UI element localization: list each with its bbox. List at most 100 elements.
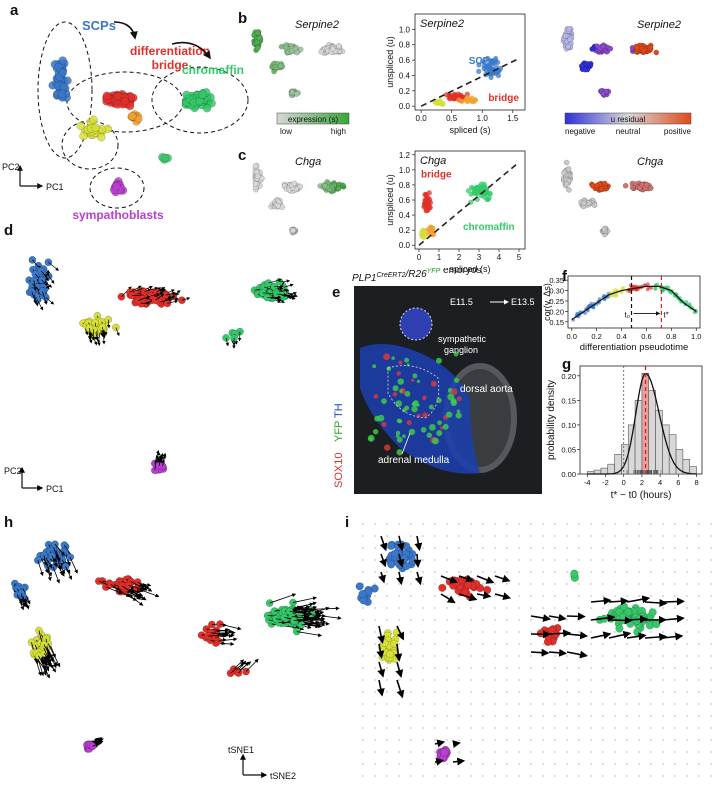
velocity-arrow	[218, 637, 238, 642]
grid-dot	[638, 727, 640, 729]
grid-dot	[614, 739, 616, 741]
grid-velocity-arrow	[644, 598, 668, 607]
panel-letter-e: e	[332, 284, 341, 301]
grid-dot	[662, 727, 664, 729]
grid-cell	[355, 582, 364, 591]
grid-dot	[674, 631, 676, 633]
scatter-point	[420, 227, 426, 233]
grid-dot	[470, 679, 472, 681]
expression-cell	[294, 49, 300, 56]
grid-dot	[530, 523, 532, 525]
grid-dot	[506, 739, 508, 741]
label-bridge: bridge	[152, 58, 189, 72]
grid-dot	[710, 775, 712, 777]
grid-dot	[494, 763, 496, 765]
grid-dot	[626, 583, 628, 585]
expression-cell	[289, 89, 296, 96]
grid-dot	[638, 643, 640, 645]
grid-dot	[374, 547, 376, 549]
grid-dot	[674, 523, 676, 525]
grid-dot	[494, 643, 496, 645]
grid-dot	[614, 631, 616, 633]
residual-legend-positive: positive	[664, 127, 692, 136]
histogram-bar	[621, 444, 629, 475]
grid-cell	[408, 556, 417, 565]
velocity-arrow	[41, 279, 50, 290]
velocity-arrow	[225, 337, 230, 347]
grid-dot	[458, 679, 460, 681]
x-tick-label: -2	[602, 478, 609, 487]
panel-b-plots: Serpine2 expression (s) low high 0.0 0.5 1.0 1.…	[251, 13, 692, 136]
grid-velocity-arrow	[566, 631, 589, 640]
residual-colorbar	[564, 112, 692, 125]
grid-dot	[590, 703, 592, 705]
grid-dot	[530, 583, 532, 585]
grid-dot	[602, 643, 604, 645]
grid-dot	[626, 715, 628, 717]
grid-dot	[602, 763, 604, 765]
grid-dot	[530, 643, 532, 645]
grid-dot	[710, 535, 712, 537]
grid-dot	[470, 727, 472, 729]
expression-cell	[335, 185, 342, 192]
velocity-arrow	[31, 291, 37, 304]
grid-cell	[438, 583, 447, 592]
grid-dot	[590, 679, 592, 681]
x-tick-label: 0.0	[567, 332, 577, 341]
grid-dot	[482, 715, 484, 717]
grid-dot	[698, 715, 700, 717]
grid-dot	[470, 739, 472, 741]
velocity-arrow	[46, 646, 58, 667]
grid-dot	[542, 559, 544, 561]
stain-label-sox10: SOX10	[333, 453, 345, 488]
velocity-arrow	[38, 655, 50, 679]
grid-dot	[650, 691, 652, 693]
axis-label-pc2: PC2	[4, 466, 22, 476]
grid-dot	[458, 523, 460, 525]
grid-dot	[458, 631, 460, 633]
y-tick-label: 0.4	[399, 211, 411, 220]
grid-velocity-arrow	[395, 661, 404, 678]
scatter-annotation: SCPs	[469, 56, 496, 67]
pseudotime-point	[645, 287, 650, 292]
pseudotime-point	[649, 286, 654, 290]
grid-velocity-arrow	[377, 661, 386, 678]
grid-dot	[698, 571, 700, 573]
velocity-arrow	[22, 595, 28, 608]
velocity-arrow	[292, 596, 317, 603]
grid-dot	[386, 523, 388, 525]
expression-cell	[252, 163, 259, 169]
yellow-cell	[91, 123, 100, 132]
y-tick-label: 0.8	[399, 181, 411, 190]
grid-dot	[482, 535, 484, 537]
fluorescence-spot	[384, 444, 391, 451]
grid-velocity-arrow	[452, 757, 466, 766]
grid-dot	[602, 535, 604, 537]
grid-dot	[674, 763, 676, 765]
scatter-point	[450, 96, 457, 102]
residual-legend-negative: negative	[565, 127, 596, 136]
grid-dot	[434, 547, 436, 549]
residual-legend-neutral: neutral	[616, 127, 641, 136]
gene-title-expression: Chga	[295, 156, 321, 168]
grid-dot	[530, 715, 532, 717]
grid-velocity-arrow	[548, 648, 568, 657]
grid-dot	[590, 571, 592, 573]
grid-dot	[470, 715, 472, 717]
scatter-point	[488, 71, 494, 77]
grid-dot	[506, 643, 508, 645]
axis-label-tsne2: tSNE2	[270, 771, 296, 781]
grid-cell	[464, 580, 473, 589]
grid-dot	[518, 751, 520, 753]
grid-dot	[674, 691, 676, 693]
grid-velocity-arrow	[440, 575, 459, 584]
velocity-arrow	[167, 299, 179, 304]
x-tick-label: 6	[676, 478, 680, 487]
yellow-cell	[89, 115, 98, 124]
grid-dot	[542, 571, 544, 573]
grid-dot	[374, 619, 376, 621]
velocity-arrow	[230, 662, 245, 674]
scatter-point	[425, 195, 431, 201]
grid-dot	[686, 751, 688, 753]
